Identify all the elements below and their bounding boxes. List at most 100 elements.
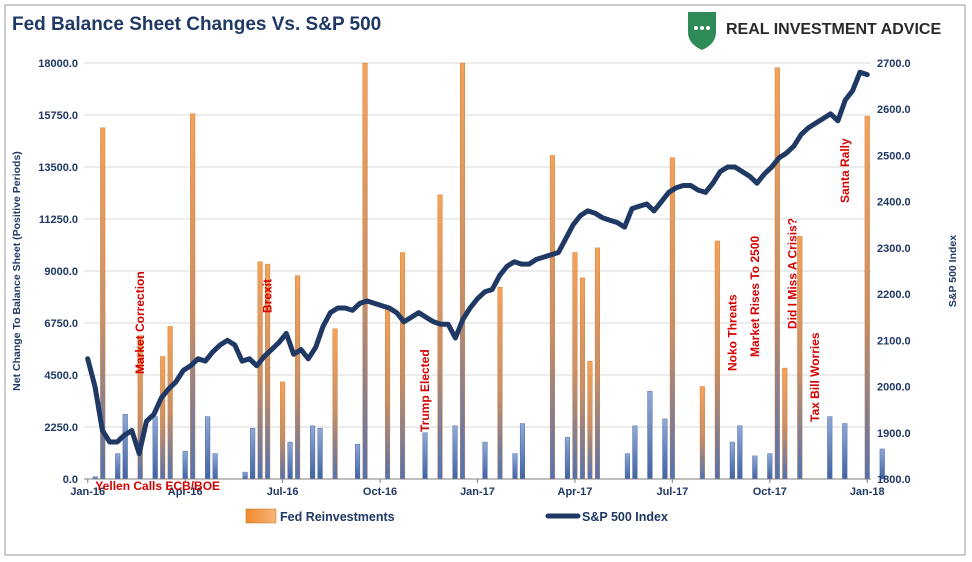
y2-tick-label: 1900.0 [877,428,911,440]
line-series-sp500 [85,69,870,457]
bar [864,115,870,480]
bar [752,455,758,480]
y-tick-label: 13500.0 [38,162,78,174]
bar [632,425,638,480]
bar [564,437,570,480]
bar [512,453,518,480]
annotation: Yellen Calls ECB/BOE [95,479,220,493]
x-tick-label: Jan-16 [70,486,105,498]
bar [317,427,323,480]
annotation: Market Rises To 2500 [748,236,762,357]
y2-tick-label: 2600.0 [877,104,911,116]
bar [587,360,593,480]
y-tick-label: 9000.0 [44,266,78,278]
y2-tick-label: 2300.0 [877,243,911,255]
bar [437,194,443,480]
legend-swatch-fed-reinvestments [245,508,277,524]
brand-logo: REAL INVESTMENT ADVICE [688,12,941,50]
bar [737,425,743,480]
legend: Fed Reinvestments S&P 500 Index [245,508,668,524]
bar [669,157,675,480]
bar [250,427,256,480]
bar [310,425,316,480]
bar [572,252,578,480]
bar [152,416,158,480]
x-tick-label: Jul-17 [656,486,688,498]
bar [452,425,458,480]
y-tick-label: 15750.0 [38,110,78,122]
bar [594,247,600,480]
bar [699,386,705,480]
bar [729,441,735,480]
y2-tick-label: 2400.0 [877,197,911,209]
bar [827,416,833,480]
brand-name: REAL INVESTMENT ADVICE [726,21,941,38]
annotation: Tax Bill Worries [808,332,822,422]
bar [167,326,173,480]
annotation: Trump Elected [418,349,432,432]
bar [482,441,488,480]
y2-tick-label: 1800.0 [877,474,911,486]
legend-label-fed-reinvestments: Fed Reinvestments [280,510,395,524]
bar [842,423,848,480]
bar [579,277,585,480]
x-axis-ticks: Jan-16 Apr-16 Jul-16 Oct-16 Jan-17 Apr-17 Jul-… [70,479,885,498]
y-axis-left-ticks: 0.0 2250.0 4500.0 6750.0 9000.0 11250.0 13500.… [38,58,78,486]
y-tick-label: 4500.0 [44,370,78,382]
bar [212,453,218,480]
x-tick-label: Jan-17 [460,486,495,498]
x-tick-label: Oct-16 [363,486,397,498]
bar-series-fed-reinvestments [92,62,885,480]
bar [122,414,128,480]
annotation: Market Correction [133,271,147,374]
y2-tick-label: 2200.0 [877,289,911,301]
bar [549,155,555,480]
x-tick-label: Jan-18 [850,486,885,498]
x-tick-label: Oct-17 [753,486,787,498]
bar [767,453,773,480]
y2-tick-label: 2000.0 [877,382,911,394]
x-tick-label: Apr-16 [168,486,203,498]
bar [624,453,630,480]
bar [459,62,466,480]
bar [782,367,788,480]
bar [355,444,361,480]
bar [242,471,248,480]
bar [400,252,406,480]
annotation: Noko Threats [725,294,739,371]
bar [362,62,368,480]
annotation: Brexit [261,279,275,313]
bar [295,275,301,480]
bar [280,381,286,480]
annotation: Did I Miss A Crisis? [785,218,799,329]
y2-tick-label: 2500.0 [877,150,911,162]
plot-area [84,62,885,480]
y2-tick-label: 2700.0 [877,58,911,70]
annotations: Yellen Calls ECB/BOE Market Correction Bre… [95,138,851,493]
bar [879,448,885,480]
y-axis-left-label: Net Change To Balance Sheet (Positive Pe… [11,151,23,391]
bar [422,432,428,480]
bar [160,356,166,480]
chart-title: Fed Balance Sheet Changes Vs. S&P 500 [12,14,381,35]
bar [519,423,525,480]
bar [385,305,391,480]
y-tick-label: 11250.0 [39,214,78,226]
bar [647,390,653,480]
legend-label-sp500: S&P 500 Index [582,510,668,524]
x-tick-label: Apr-17 [558,486,593,498]
bar [190,113,196,480]
y-tick-label: 2250.0 [44,422,78,434]
x-tick-label: Jul-16 [267,486,299,498]
y-axis-right-label: S&P 500 Index [947,235,959,307]
bar [497,286,503,480]
y-axis-right-ticks: 1800.0 1900.0 2000.0 2100.0 2200.0 2300.0 2400… [877,58,911,486]
y-tick-label: 0.0 [63,474,78,486]
bar [714,240,720,480]
y-tick-label: 6750.0 [44,318,78,330]
bar [115,453,121,480]
y2-tick-label: 2100.0 [877,335,911,347]
bar [205,416,211,480]
bar [287,441,293,480]
